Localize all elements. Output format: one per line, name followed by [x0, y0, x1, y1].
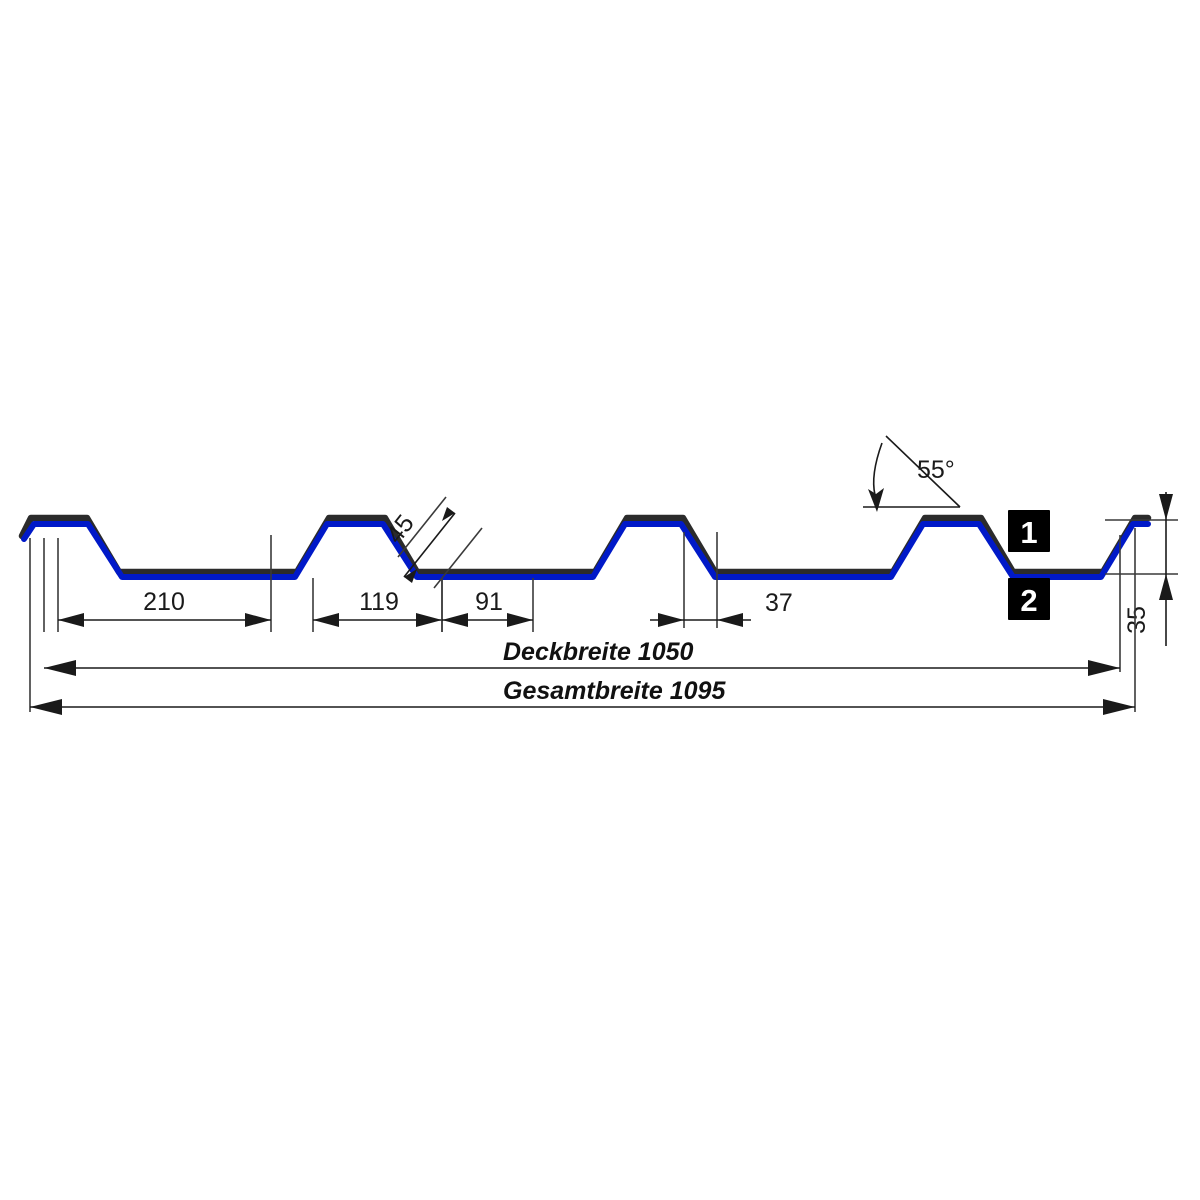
cover-width-label: Deckbreite 1050 — [503, 638, 694, 666]
callout-1-label: 1 — [1020, 515, 1037, 550]
flank-angle-annotation: 55° — [863, 435, 961, 512]
cover-width-dimension: Deckbreite 1050 — [44, 638, 1120, 676]
pitch-dimension-210: 210 — [57, 535, 272, 632]
witness-ticks — [29, 528, 1136, 712]
height-dimension-35: 35 — [1105, 492, 1178, 646]
crest-value-label: 37 — [765, 589, 793, 617]
flank-span-value-label: 91 — [475, 588, 503, 616]
flank-span-dimension-91: 91 — [441, 578, 534, 632]
trough-dimension-119: 119 — [312, 578, 443, 632]
trough-value-label: 119 — [359, 588, 399, 616]
pitch-value-label: 210 — [143, 588, 185, 616]
callout-1-box — [1008, 510, 1050, 552]
callout-2-box — [1008, 578, 1050, 620]
crest-dimension-37: 37 — [650, 532, 793, 628]
profile-inner-skin — [21, 521, 1151, 580]
overall-width-label: Gesamtbreite 1095 — [503, 677, 726, 705]
angle-value-label: 55° — [917, 456, 955, 484]
height-value-label: 35 — [1123, 606, 1151, 634]
callout-badge-1: 1 — [1008, 510, 1050, 552]
overall-width-dimension: Gesamtbreite 1095 — [30, 677, 1135, 715]
callout-2-label: 2 — [1020, 583, 1037, 618]
callout-badge-2: 2 — [1008, 578, 1050, 620]
